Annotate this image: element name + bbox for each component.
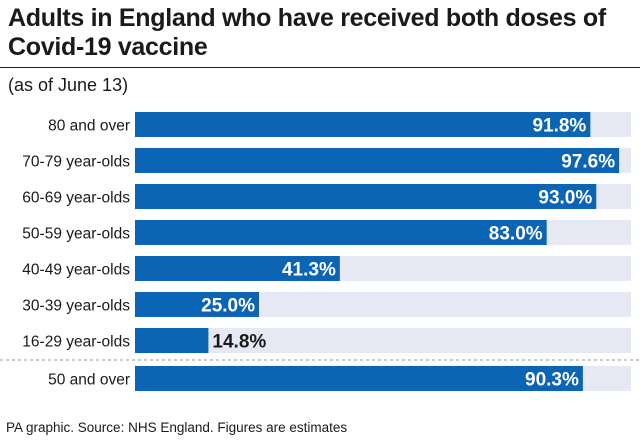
- value-label: 14.8%: [212, 332, 266, 353]
- bar: [135, 292, 259, 317]
- chart-subtitle: (as of June 13): [8, 75, 129, 95]
- value-label: 91.8%: [532, 116, 586, 137]
- bar-track: [135, 328, 631, 353]
- category-label: 50 and over: [48, 372, 130, 389]
- category-label: 30-39 year-olds: [22, 298, 130, 315]
- value-label: 83.0%: [489, 224, 543, 245]
- value-label: 25.0%: [201, 296, 255, 317]
- bar: [135, 328, 209, 353]
- value-label: 97.6%: [561, 152, 615, 173]
- value-label: 93.0%: [538, 188, 592, 209]
- category-label: 16-29 year-olds: [22, 334, 130, 351]
- title-divider: [0, 67, 640, 68]
- source-note: PA graphic. Source: NHS England. Figures…: [6, 420, 348, 435]
- category-label: 70-79 year-olds: [22, 154, 130, 171]
- chart-title: Adults in England who have received both…: [8, 4, 606, 61]
- bar: [135, 256, 340, 281]
- value-label: 90.3%: [525, 370, 579, 391]
- bar: [135, 112, 591, 137]
- value-label: 41.3%: [282, 260, 336, 281]
- bar: [135, 148, 620, 173]
- bar: [135, 220, 547, 245]
- category-label: 80 and over: [48, 118, 130, 135]
- category-label: 60-69 year-olds: [22, 190, 130, 207]
- bar: [135, 184, 597, 209]
- bar-chart: 80 and over 91.8% 70-79 year-olds 97.6% 60-6…: [0, 112, 640, 391]
- category-label: 40-49 year-olds: [22, 262, 130, 279]
- bar: [135, 366, 583, 391]
- category-label: 50-59 year-olds: [22, 226, 130, 243]
